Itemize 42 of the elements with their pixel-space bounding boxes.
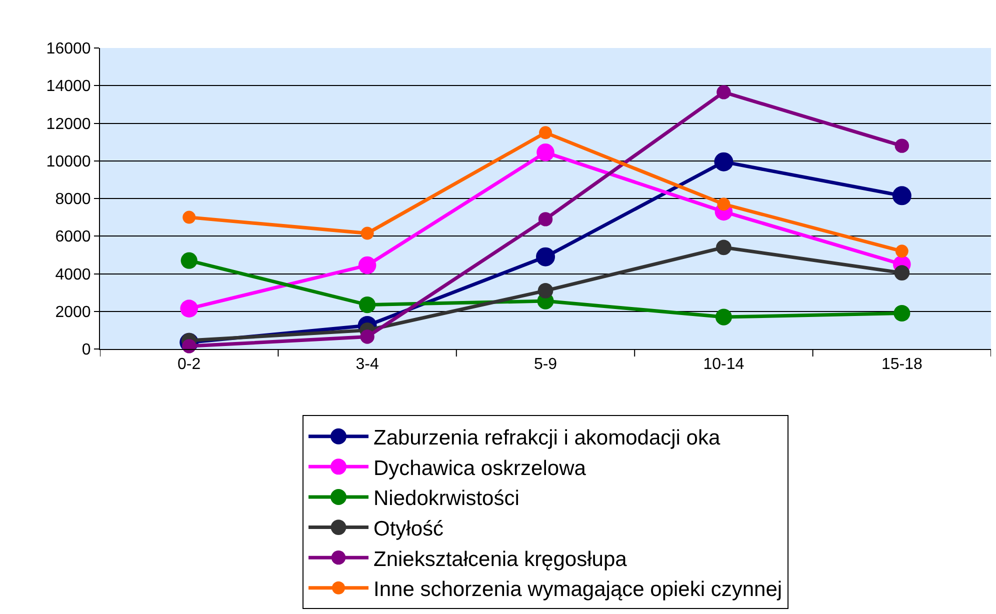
point <box>180 300 198 318</box>
legend-label: Zaburzenia refrakcji i akomodacji oka <box>374 426 720 450</box>
point <box>716 85 731 100</box>
point <box>717 198 730 211</box>
point <box>538 212 553 226</box>
x-tick-label: 3-4 <box>356 356 379 374</box>
x-tick-label: 0-2 <box>178 356 201 374</box>
legend-label: Niedokrwistości <box>374 487 520 510</box>
point <box>536 247 555 266</box>
legend-label: Dychawica oskrzelowa <box>374 456 586 480</box>
point <box>892 186 912 206</box>
x-tick-label: 10-14 <box>703 356 744 374</box>
y-tick-label: 16000 <box>46 40 91 58</box>
legend-label: Inne schorzenia wymagające opieki czynnej <box>374 578 782 602</box>
y-tick-label: 10000 <box>46 153 91 170</box>
y-tick-label: 6000 <box>55 228 91 246</box>
point <box>182 210 196 224</box>
point <box>360 226 374 240</box>
point <box>538 282 554 298</box>
point <box>894 265 910 281</box>
point <box>715 308 732 326</box>
y-tick-label: 12000 <box>46 116 91 133</box>
point <box>895 244 908 258</box>
legend-label: Otyłość <box>374 517 444 540</box>
legend-label: Zniekształcenia kręgosłupa <box>374 548 628 571</box>
point <box>180 252 198 269</box>
point <box>894 304 910 322</box>
y-tick-label: 14000 <box>46 78 91 96</box>
y-tick-label: 0 <box>82 342 91 359</box>
y-tick-label: 8000 <box>55 191 91 208</box>
point <box>714 152 734 172</box>
point <box>539 126 552 140</box>
point <box>358 256 376 274</box>
point <box>536 144 554 162</box>
x-tick-label: 15-18 <box>881 356 922 374</box>
point <box>359 296 376 314</box>
x-tick-label: 5-9 <box>534 356 558 374</box>
point <box>716 240 732 256</box>
point <box>894 138 909 153</box>
point <box>360 330 374 344</box>
y-tick-label: 4000 <box>55 266 91 284</box>
y-tick-label: 2000 <box>55 304 91 321</box>
